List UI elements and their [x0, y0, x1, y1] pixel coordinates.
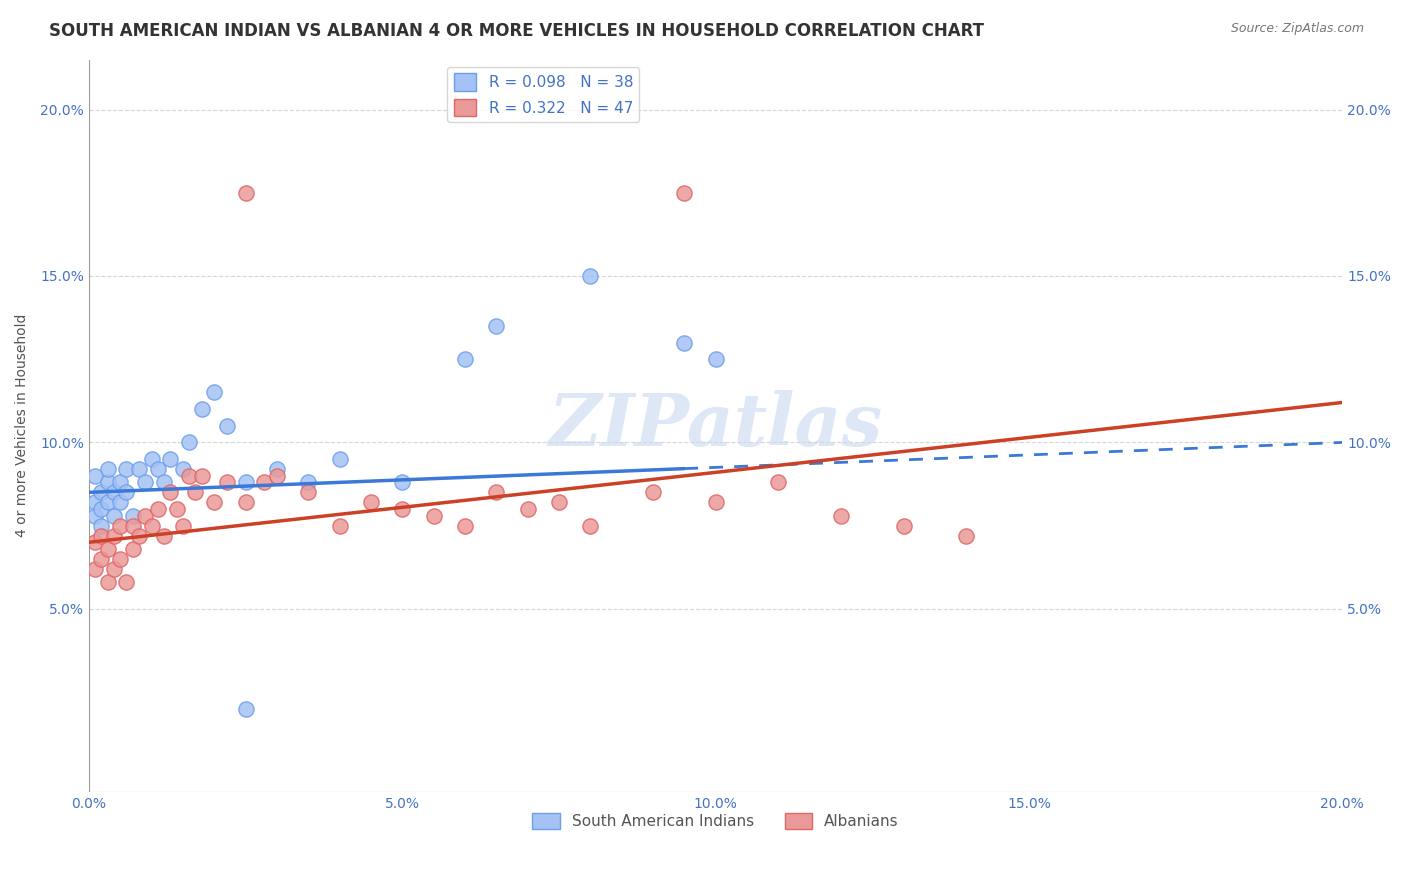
- Point: [90, 502, 112, 516]
- Point: [190, 402, 212, 417]
- Y-axis label: 4 or more Vehicles in Household: 4 or more Vehicles in Household: [15, 314, 30, 538]
- Point: [103, 562, 125, 576]
- Point: [704, 495, 727, 509]
- Point: [391, 475, 413, 490]
- Point: [955, 528, 977, 542]
- Point: [84, 535, 107, 549]
- Point: [235, 475, 257, 490]
- Point: [108, 518, 131, 533]
- Text: SOUTH AMERICAN INDIAN VS ALBANIAN 4 OR MORE VEHICLES IN HOUSEHOLD CORRELATION CH: SOUTH AMERICAN INDIAN VS ALBANIAN 4 OR M…: [49, 22, 984, 40]
- Point: [328, 452, 350, 467]
- Legend: South American Indians, Albanians: South American Indians, Albanians: [526, 807, 905, 836]
- Point: [97, 575, 120, 590]
- Point: [516, 502, 538, 516]
- Point: [97, 541, 120, 556]
- Point: [253, 475, 276, 490]
- Point: [485, 318, 508, 333]
- Point: [121, 508, 143, 523]
- Point: [146, 502, 169, 516]
- Point: [454, 352, 477, 367]
- Point: [84, 495, 107, 509]
- Point: [172, 462, 194, 476]
- Point: [579, 268, 602, 283]
- Point: [159, 485, 181, 500]
- Point: [328, 518, 350, 533]
- Point: [172, 518, 194, 533]
- Point: [115, 575, 138, 590]
- Point: [179, 468, 201, 483]
- Point: [673, 335, 696, 350]
- Point: [84, 508, 107, 523]
- Point: [153, 528, 176, 542]
- Point: [134, 475, 156, 490]
- Point: [159, 452, 181, 467]
- Point: [215, 418, 238, 433]
- Point: [266, 462, 288, 476]
- Point: [108, 475, 131, 490]
- Point: [360, 495, 382, 509]
- Point: [128, 528, 150, 542]
- Point: [202, 385, 225, 400]
- Point: [115, 485, 138, 500]
- Point: [84, 468, 107, 483]
- Point: [115, 462, 138, 476]
- Point: [141, 452, 163, 467]
- Point: [97, 475, 120, 490]
- Point: [90, 485, 112, 500]
- Point: [121, 518, 143, 533]
- Text: ZIPatlas: ZIPatlas: [548, 391, 883, 461]
- Point: [134, 508, 156, 523]
- Point: [454, 518, 477, 533]
- Point: [893, 518, 915, 533]
- Point: [128, 462, 150, 476]
- Point: [97, 462, 120, 476]
- Point: [103, 528, 125, 542]
- Point: [141, 518, 163, 533]
- Text: Source: ZipAtlas.com: Source: ZipAtlas.com: [1230, 22, 1364, 36]
- Point: [422, 508, 444, 523]
- Point: [90, 528, 112, 542]
- Point: [166, 502, 188, 516]
- Point: [179, 435, 201, 450]
- Point: [235, 702, 257, 716]
- Point: [146, 462, 169, 476]
- Point: [108, 495, 131, 509]
- Point: [579, 518, 602, 533]
- Point: [266, 468, 288, 483]
- Point: [90, 518, 112, 533]
- Point: [84, 562, 107, 576]
- Point: [485, 485, 508, 500]
- Point: [215, 475, 238, 490]
- Point: [202, 495, 225, 509]
- Point: [704, 352, 727, 367]
- Point: [641, 485, 664, 500]
- Point: [190, 468, 212, 483]
- Point: [184, 485, 207, 500]
- Point: [108, 552, 131, 566]
- Point: [153, 475, 176, 490]
- Point: [103, 485, 125, 500]
- Point: [830, 508, 852, 523]
- Point: [768, 475, 790, 490]
- Point: [235, 186, 257, 200]
- Point: [121, 541, 143, 556]
- Point: [547, 495, 569, 509]
- Point: [90, 552, 112, 566]
- Point: [297, 475, 319, 490]
- Point: [97, 495, 120, 509]
- Point: [391, 502, 413, 516]
- Point: [673, 186, 696, 200]
- Point: [297, 485, 319, 500]
- Point: [235, 495, 257, 509]
- Point: [103, 508, 125, 523]
